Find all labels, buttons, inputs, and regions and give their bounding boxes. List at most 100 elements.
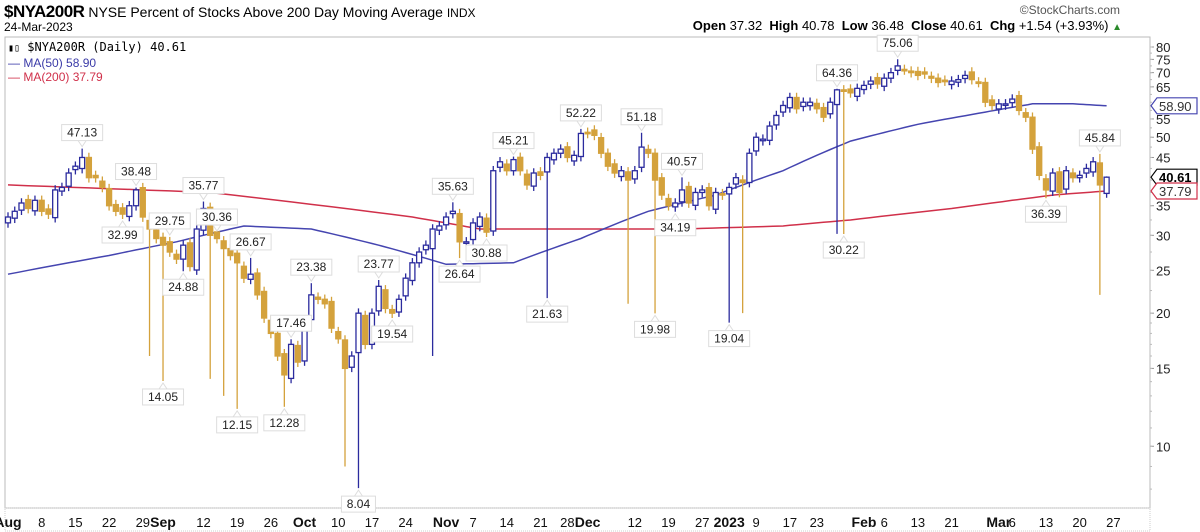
- x-tick-label: 17: [365, 515, 379, 530]
- candle: [375, 280, 382, 316]
- annotation-pointer: [542, 299, 552, 307]
- candle: [18, 198, 25, 216]
- annotation-box: [654, 219, 697, 237]
- annotation-label: 19.04: [714, 332, 744, 346]
- annotation-label: 30.22: [829, 243, 859, 257]
- annotation-label: 36.39: [1031, 207, 1061, 221]
- annotation-label: 29.75: [155, 214, 185, 228]
- candle: [584, 127, 591, 139]
- candle: [624, 167, 632, 304]
- x-tick-label: 13: [1039, 515, 1053, 530]
- candle: [409, 258, 416, 286]
- candle: [793, 92, 800, 114]
- annotation-pointer: [199, 193, 208, 201]
- badge-label: 58.90: [1159, 99, 1192, 114]
- x-tick-label: 27: [695, 515, 709, 530]
- candle: [389, 304, 396, 319]
- candle-body: [287, 343, 295, 380]
- candle-body: [483, 217, 490, 233]
- candle-body: [375, 285, 382, 312]
- annotation-box: [492, 132, 535, 150]
- candle: [1096, 153, 1104, 295]
- annotation-box: [1024, 205, 1067, 223]
- candle-body: [571, 154, 578, 162]
- candle-body: [517, 156, 524, 172]
- annotation-label: 45.84: [1085, 131, 1115, 145]
- price-annotation: 14.05: [142, 382, 185, 406]
- candle: [665, 193, 672, 211]
- candle: [429, 224, 436, 357]
- y-tick-label: 10: [1156, 439, 1170, 454]
- candle-body: [240, 265, 248, 279]
- candle: [948, 76, 955, 90]
- candle: [240, 261, 248, 284]
- candle-body: [624, 171, 632, 181]
- candle-body: [1096, 162, 1104, 186]
- candle-body: [409, 262, 416, 282]
- annotation-pointer: [650, 314, 660, 322]
- candle-body: [119, 207, 126, 215]
- annotation-pointer: [448, 194, 458, 202]
- x-tick-label: 28: [560, 515, 574, 530]
- price-annotation: 19.54: [371, 319, 414, 343]
- candle: [355, 308, 362, 489]
- annotation-label: 26.64: [445, 267, 475, 281]
- candle: [415, 247, 423, 268]
- candle-body: [921, 71, 928, 75]
- candle-body: [934, 77, 942, 84]
- candle-body: [941, 79, 949, 83]
- candle-body: [806, 101, 814, 107]
- candle: [638, 132, 645, 173]
- annotation-pointer: [387, 319, 397, 327]
- candle-body: [658, 177, 665, 196]
- y-tick-label: 30: [1156, 228, 1170, 243]
- candle: [503, 159, 510, 176]
- candle-body: [672, 202, 679, 208]
- candle-body: [105, 187, 113, 207]
- candle: [645, 144, 652, 159]
- candle-body: [618, 170, 625, 178]
- candle: [732, 172, 740, 189]
- candle-body: [72, 165, 79, 171]
- annotation-pointer: [637, 124, 646, 132]
- brand-logo[interactable]: ©StockCharts.com: [1019, 3, 1120, 17]
- candle: [908, 66, 915, 78]
- candle-body: [591, 129, 598, 136]
- candle: [820, 102, 827, 123]
- candle-body: [281, 353, 288, 376]
- candle: [1049, 168, 1056, 196]
- candle-body: [773, 114, 780, 126]
- candle-body: [665, 197, 672, 207]
- candle-body: [132, 189, 140, 207]
- x-tick-label: 19: [230, 515, 244, 530]
- candle-body: [153, 229, 160, 240]
- price-annotation: 32.99: [101, 220, 144, 244]
- annotation-pointer: [832, 80, 842, 88]
- badge-shape: [1150, 97, 1198, 115]
- price-annotation: 35.77: [182, 177, 225, 201]
- candle-body: [779, 104, 787, 113]
- candle: [692, 187, 699, 211]
- candle: [180, 240, 187, 272]
- candle: [402, 273, 409, 301]
- x-tick-label: 19: [661, 515, 675, 530]
- candle: [672, 198, 679, 212]
- annotation-pointer: [165, 228, 175, 236]
- candle-body: [651, 152, 659, 181]
- candle-body: [25, 198, 32, 210]
- candle: [52, 185, 59, 223]
- price-annotation: 52.22: [559, 104, 602, 128]
- y-tick-label: 55: [1156, 112, 1170, 127]
- annotation-pointer: [1041, 199, 1051, 207]
- candle: [456, 208, 463, 259]
- candle: [867, 76, 874, 90]
- x-tick-label: Nov: [433, 514, 460, 530]
- candle-body: [99, 180, 106, 189]
- candle-body: [1103, 176, 1110, 195]
- annotation-box: [634, 320, 677, 338]
- chart-title: $NYA200R NYSE Percent of Stocks Above 20…: [4, 2, 476, 22]
- price-annotation: 51.18: [620, 108, 663, 132]
- x-tick-label: 6: [881, 515, 888, 530]
- annotation-box: [216, 416, 259, 434]
